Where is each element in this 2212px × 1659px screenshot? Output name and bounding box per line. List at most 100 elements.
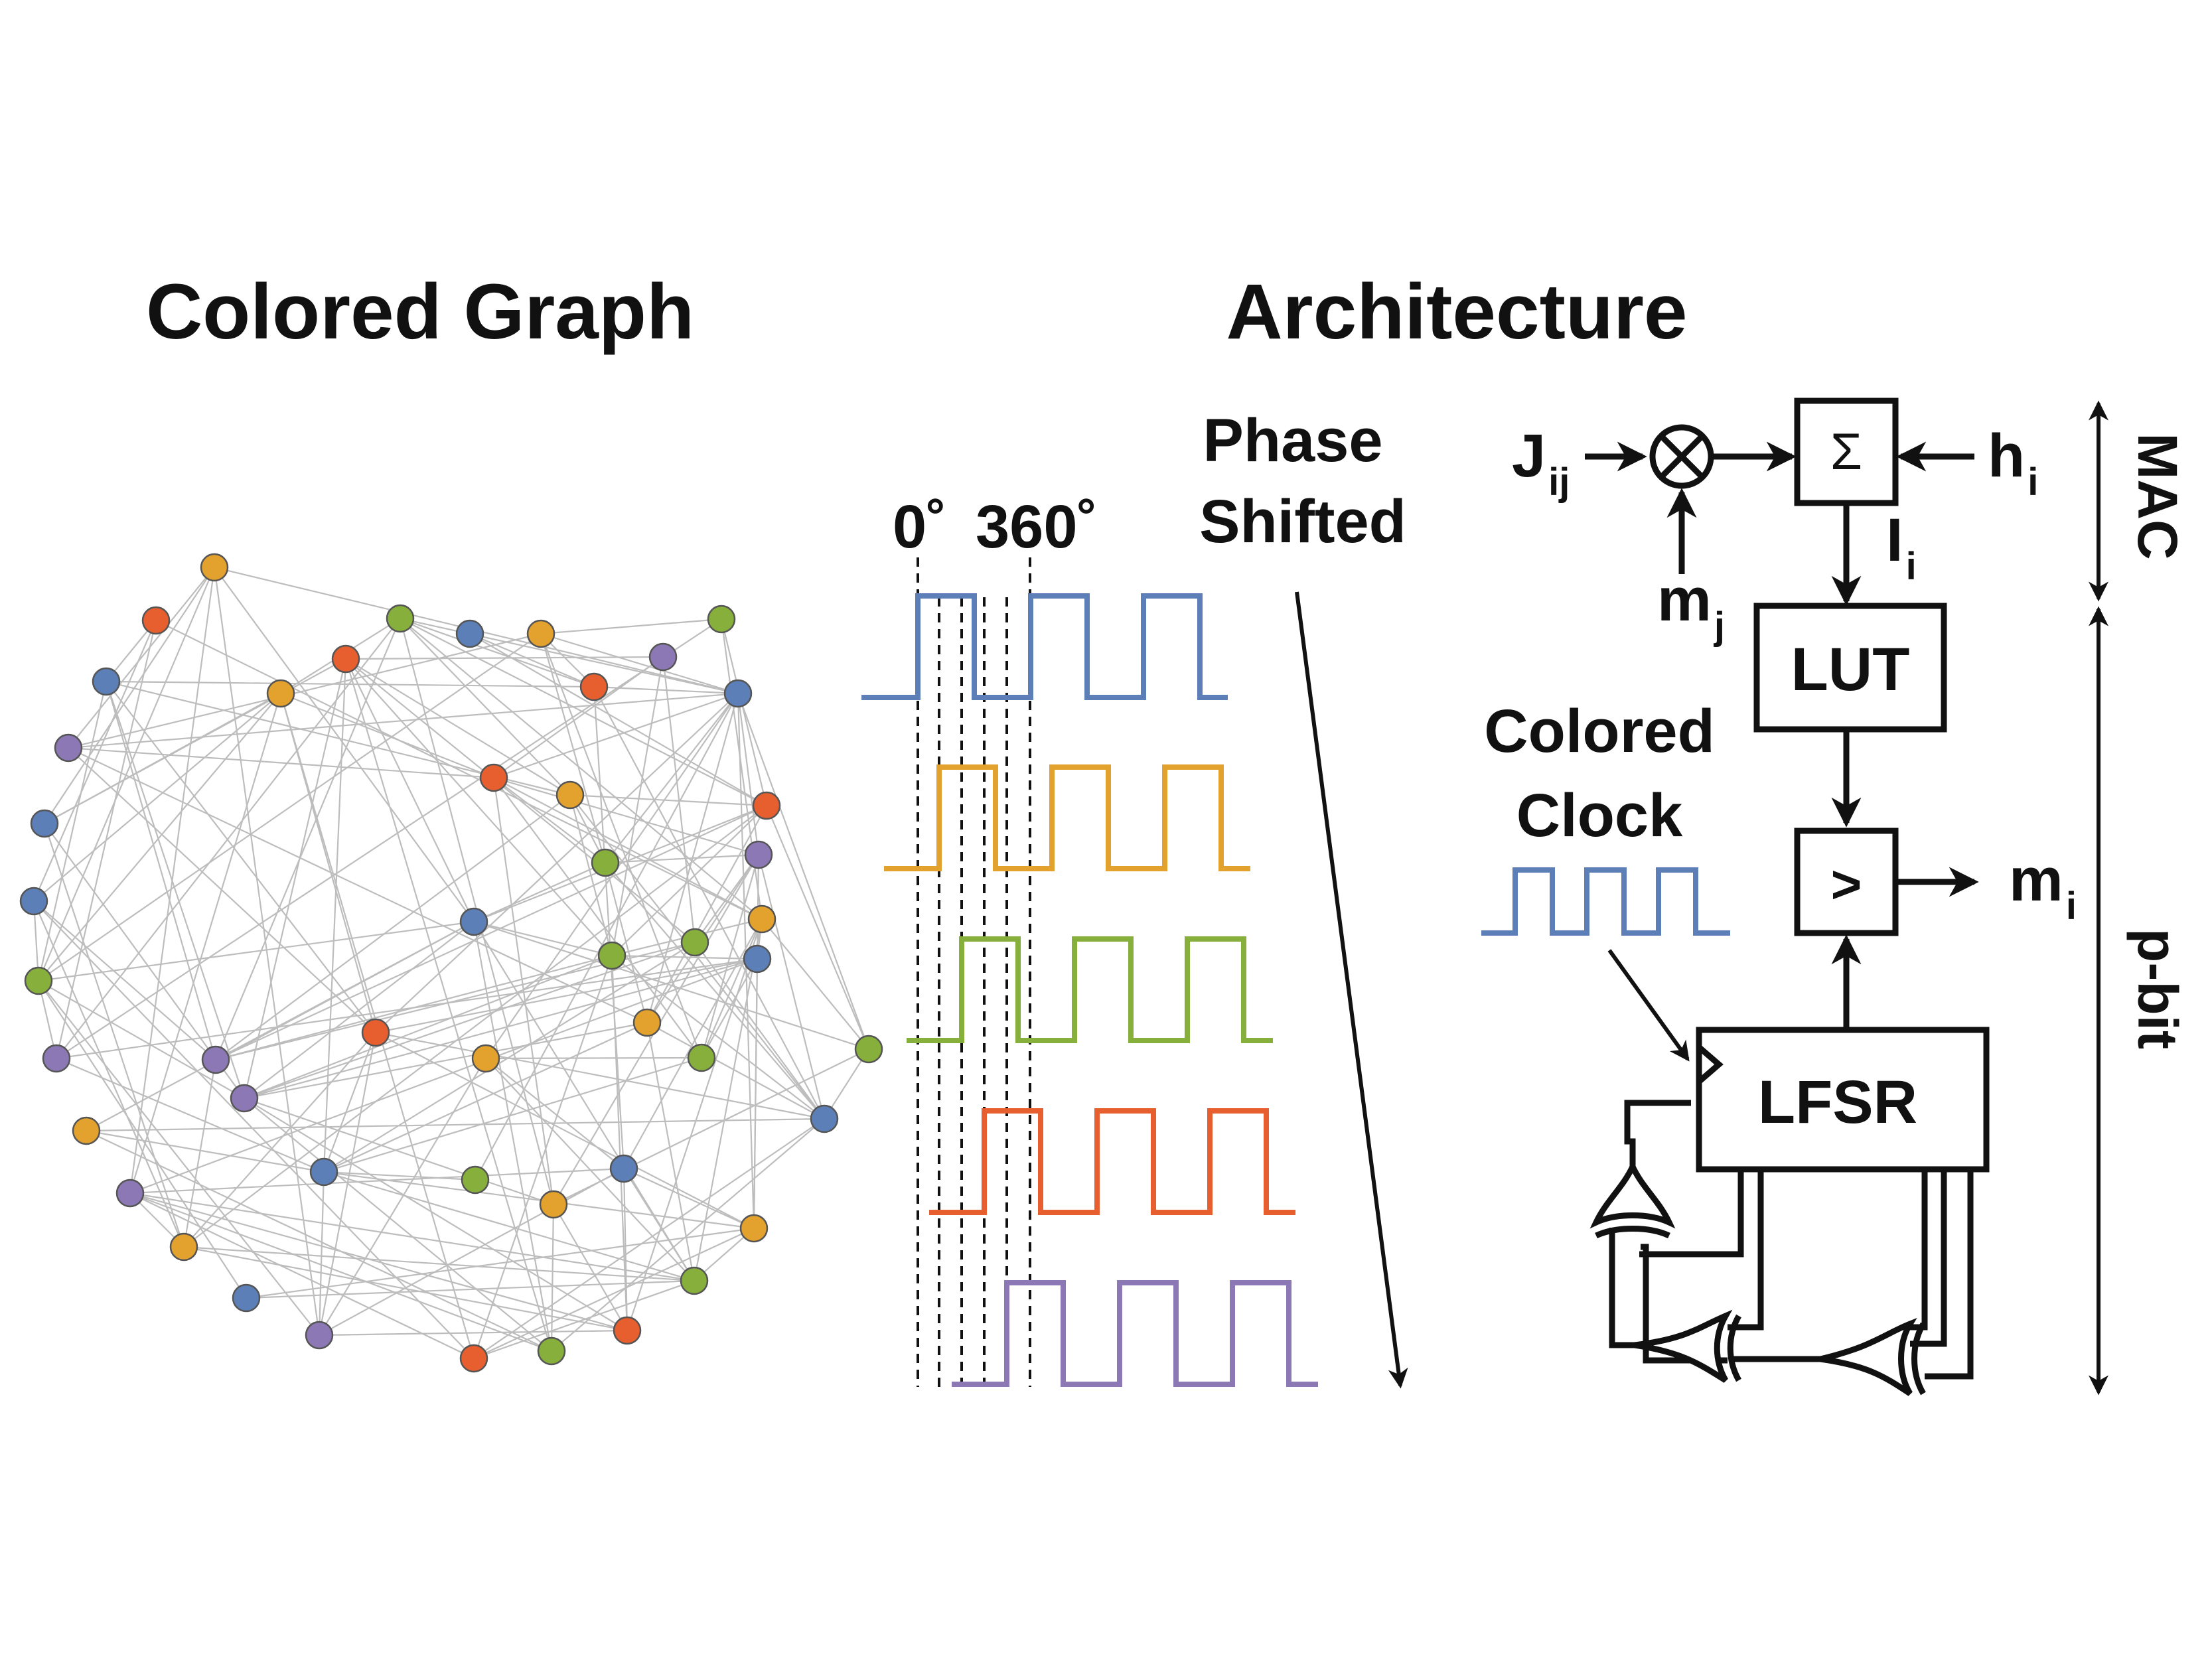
graph-edge [473,1228,755,1359]
phase-label: Phase [1203,407,1382,474]
graph-edge [246,1279,695,1299]
graph-edge [129,1192,552,1352]
lut-box [1753,603,1947,733]
graph-node [539,1190,568,1219]
graph-edge [215,921,475,1060]
graph-node [459,907,488,936]
graph-edge [593,686,825,1119]
graph-node [309,1157,338,1187]
graph-edge [319,1329,628,1336]
graph-edge [37,567,216,981]
graph-edge [105,681,246,1099]
graph-node [743,944,772,974]
mj-label: mj [1657,566,1725,648]
graph-edge [485,1058,695,1281]
graph-node [752,791,781,820]
graph-edge [319,1168,625,1336]
graph-edge [473,861,606,923]
graph-edge [183,1032,376,1248]
graph-edge [323,658,347,1173]
graph-edge [38,633,542,981]
graph-node [24,966,53,995]
lut-label: LUT [1791,636,1910,703]
graph-edge [694,942,825,1119]
graph-edge [105,681,217,1060]
hi-label: hi [1988,422,2038,504]
graph-edge [33,693,281,902]
graph-edge [492,777,555,1205]
graph-node [744,840,773,869]
lfsr-feedback-wire [1624,1100,1691,1167]
xor-gate [1819,1317,1926,1396]
graph-node [19,887,48,916]
graph-edge [68,747,494,779]
graph-edge [662,656,696,943]
xor-gate [1634,1309,1741,1383]
graph-edge [244,1097,554,1206]
graph-node [232,1283,261,1313]
graph-edge [56,618,722,1059]
graph-node [591,848,620,877]
graph-edge [129,1192,475,1359]
graph-edge [694,854,759,943]
lfsr-feedback-wire [1609,1228,1635,1348]
graph-edge [700,854,760,1058]
graph-edge [183,805,767,1248]
jij-label: Jij [1512,422,1570,504]
pbit-label: p-bit [2126,928,2189,1049]
mi-label: mi [2009,846,2077,928]
graph-node [613,1316,642,1345]
graph-node [609,1154,638,1183]
graph-edge [345,658,696,943]
graph-edge [345,658,475,922]
graph-edge [611,955,825,1119]
graph-edge [493,777,606,863]
graph-edge [68,632,542,749]
graph-edge [605,862,825,1119]
graph-edge [485,1058,625,1169]
graph-edge [400,618,571,796]
graph-edge [720,618,763,920]
graph-edge [38,980,247,1299]
graph-node [115,1179,145,1208]
graph-edge [38,920,475,982]
sum-box [1794,397,1899,506]
graph-edge [244,1021,648,1100]
graph-edge [623,1168,628,1331]
graph-node [169,1232,198,1262]
graph-edge [129,693,282,1194]
graph-edge [129,958,758,1194]
graph-edge [323,1171,476,1181]
graph-edge [611,955,628,1331]
phase-waveform-blue [861,593,1228,700]
graph-edge [106,680,595,688]
graph-edge [473,1118,825,1359]
graph-node [680,928,709,957]
phase-shift-diagram: 0˚ 360˚ Phase Shifted [861,407,1408,1389]
graph-edge [323,1022,648,1173]
graph-edge [55,620,157,1059]
graph-edge [737,693,760,855]
graph-edge [319,1058,486,1336]
graph-edge [86,1130,552,1352]
lfsr-label: LFSR [1758,1068,1917,1136]
graph-node [537,1336,566,1366]
graph-edge [375,1032,755,1229]
graph-edge [345,658,571,796]
colored-graph [19,553,883,1373]
lfsr-feedback-wire [1910,1169,1928,1331]
graph-edge [761,918,869,1050]
lfsr-feedback-wire [1910,1169,1947,1347]
graph-edge [375,958,758,1034]
graph-edge [345,658,613,956]
graph-edge [540,633,703,1058]
graph-edge [469,633,767,806]
graph-node [92,667,121,696]
graph-edge [214,567,475,922]
graph-edge [765,805,870,1050]
graph-edge [493,656,664,778]
graph-node [461,1165,490,1194]
graph-edge [493,692,739,779]
graph-edge [473,955,613,1359]
graph-edge [473,920,613,957]
